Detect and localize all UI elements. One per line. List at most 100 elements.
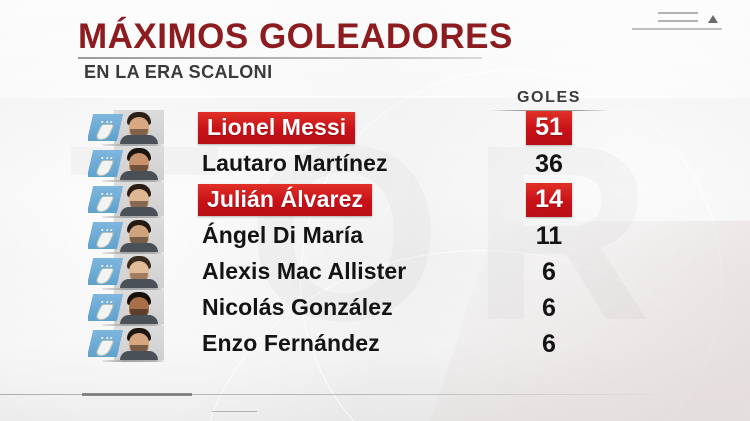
player-goals-cell: 36: [493, 146, 605, 182]
crest-stars-icon: [100, 337, 113, 339]
table-row[interactable]: Alexis Mac Allister 6: [0, 254, 750, 290]
player-portrait-icon: [88, 254, 164, 290]
player-face: [120, 148, 158, 180]
goals-header-underline: [489, 110, 609, 111]
player-goals-cell: 51: [493, 110, 605, 146]
portrait-baseline: [102, 252, 164, 254]
player-name-cell: Enzo Fernández: [198, 329, 528, 359]
player-name-cell: Ángel Di María: [198, 221, 528, 251]
portrait-baseline: [102, 144, 164, 146]
player-face: [120, 184, 158, 216]
logo-line-bottom: [632, 28, 722, 30]
crest-shield-icon: [94, 124, 115, 140]
player-portrait-icon: [88, 290, 164, 326]
portrait-baseline: [102, 180, 164, 182]
player-goals-cell: 6: [493, 254, 605, 290]
shoulders-shape: [120, 243, 158, 252]
beard-shape: [130, 201, 148, 211]
ranking-list: Lionel Messi 51 Lautaro Martínez 36 Julián Á…: [0, 110, 750, 362]
crest-stars-icon: [100, 157, 113, 159]
beard-shape: [130, 129, 148, 139]
player-portrait-icon: [88, 146, 164, 182]
player-face: [120, 256, 158, 288]
player-photo: [114, 146, 164, 180]
portrait-baseline: [102, 324, 164, 326]
beard-shape: [130, 345, 148, 355]
shoulders-shape: [120, 171, 158, 180]
table-row[interactable]: Julián Álvarez 14: [0, 182, 750, 218]
crest-stars-icon: [100, 193, 113, 195]
player-goals-cell: 11: [493, 218, 605, 254]
player-name: Nicolás González: [202, 294, 393, 320]
beard-shape: [130, 237, 148, 247]
player-name: Ángel Di María: [202, 222, 364, 248]
crest-stars-icon: [100, 265, 113, 267]
player-goals: 11: [535, 221, 563, 250]
portrait-baseline: [102, 216, 164, 218]
player-goals: 6: [542, 329, 556, 358]
crest-shield-icon: [94, 304, 115, 320]
player-face: [120, 292, 158, 324]
player-photo: [114, 326, 164, 360]
beard-shape: [130, 273, 148, 283]
player-photo: [114, 182, 164, 216]
player-portrait-icon: [88, 182, 164, 218]
table-row[interactable]: Lautaro Martínez 36: [0, 146, 750, 182]
table-row[interactable]: Ángel Di María 11: [0, 218, 750, 254]
player-face: [120, 220, 158, 252]
player-name: Enzo Fernández: [202, 330, 380, 356]
beard-shape: [130, 309, 148, 319]
player-goals-cell: 14: [493, 182, 605, 218]
bottom-tick: [212, 411, 257, 412]
bottom-divider: [0, 394, 680, 395]
portrait-baseline: [102, 360, 164, 362]
channel-logo-mark-icon: [632, 6, 736, 34]
player-name: Lautaro Martínez: [202, 150, 388, 176]
player-goals: 14: [526, 183, 572, 217]
player-goals-cell: 6: [493, 290, 605, 326]
crest-stars-icon: [100, 301, 113, 303]
logo-triangle-icon: [708, 15, 718, 23]
logo-line-top: [658, 12, 698, 14]
goals-column-header: GOLES: [516, 89, 581, 106]
shoulders-shape: [120, 315, 158, 324]
table-row[interactable]: Nicolás González 6: [0, 290, 750, 326]
bottom-divider-accent: [82, 393, 192, 396]
player-goals: 6: [542, 293, 556, 322]
player-name: Lionel Messi: [198, 112, 356, 144]
player-name-cell: Lionel Messi: [198, 112, 528, 144]
beard-shape: [130, 165, 148, 175]
player-portrait-icon: [88, 110, 164, 146]
crest-shield-icon: [94, 196, 115, 212]
headline-block: MÁXIMOS GOLEADORES EN LA ERA SCALONI: [78, 18, 598, 83]
player-goals-cell: 6: [493, 326, 605, 362]
crest-shield-icon: [94, 268, 115, 284]
player-portrait-icon: [88, 218, 164, 254]
background-highlight-strip: [0, 96, 750, 98]
logo-line-middle: [658, 20, 698, 22]
shoulders-shape: [120, 279, 158, 288]
crest-stars-icon: [100, 121, 113, 123]
crest-shield-icon: [94, 232, 115, 248]
shoulders-shape: [120, 351, 158, 360]
table-row[interactable]: Enzo Fernández 6: [0, 326, 750, 362]
player-name-cell: Julián Álvarez: [198, 184, 528, 216]
page-title: MÁXIMOS GOLEADORES: [78, 17, 513, 56]
player-name-cell: Alexis Mac Allister: [198, 257, 528, 287]
player-goals: 36: [535, 149, 563, 178]
shoulders-shape: [120, 135, 158, 144]
player-name: Alexis Mac Allister: [202, 258, 407, 284]
player-photo: [114, 254, 164, 288]
shoulders-shape: [120, 207, 158, 216]
player-goals: 6: [542, 257, 556, 286]
player-name-cell: Lautaro Martínez: [198, 149, 528, 179]
crest-shield-icon: [94, 160, 115, 176]
title-underline: [78, 56, 482, 59]
crest-stars-icon: [100, 229, 113, 231]
portrait-baseline: [102, 288, 164, 290]
crest-shield-icon: [94, 340, 115, 356]
player-portrait-icon: [88, 326, 164, 362]
player-name: Julián Álvarez: [198, 184, 373, 216]
table-row[interactable]: Lionel Messi 51: [0, 110, 750, 146]
